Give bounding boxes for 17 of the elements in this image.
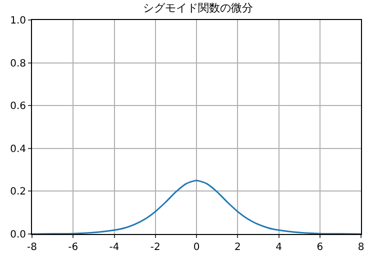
x-tick-label: -4 (109, 242, 120, 253)
y-tick-label: 0.2 (10, 186, 26, 198)
line-series (32, 180, 361, 234)
x-tick-label: 2 (234, 242, 241, 253)
y-tick-label: 0.0 (10, 230, 26, 240)
x-tick-label: 8 (358, 242, 364, 253)
x-tick-label: 0 (193, 242, 200, 253)
x-tick-label: 6 (316, 242, 324, 253)
y-tick-label: 1.0 (10, 16, 26, 26)
x-tick-label: 4 (276, 242, 282, 253)
y-tick-label: 0.8 (10, 58, 26, 70)
x-tick-label: -2 (150, 242, 160, 253)
chart-title: シグモイド関数の微分 (143, 2, 254, 15)
x-tick-label: -8 (27, 242, 37, 253)
x-tick-label: -6 (68, 242, 78, 253)
y-tick-label: 0.4 (10, 144, 26, 155)
y-tick-label: 0.6 (10, 101, 26, 112)
